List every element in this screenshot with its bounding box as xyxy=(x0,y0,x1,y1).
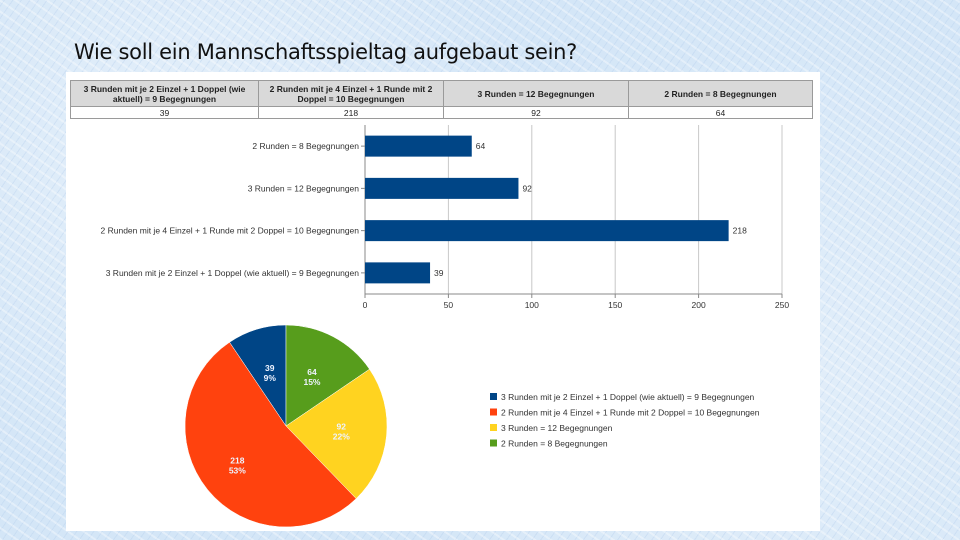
data-label: 39 xyxy=(434,268,444,278)
table-header-row: 3 Runden mit je 2 Einzel + 1 Doppel (wie… xyxy=(70,80,813,107)
pie-slice xyxy=(285,324,370,427)
legend-swatch xyxy=(490,393,497,400)
table-cell: 64 xyxy=(628,106,813,119)
table-header-cell: 2 Runden mit je 4 Einzel + 1 Runde mit 2… xyxy=(258,80,444,107)
pie-percent-label: 9% xyxy=(264,373,277,383)
category-label: 2 Runden mit je 4 Einzel + 1 Runde mit 2… xyxy=(101,226,360,236)
pie-value-label: 64 xyxy=(307,367,317,377)
category-label: 3 Runden mit je 2 Einzel + 1 Doppel (wie… xyxy=(106,268,360,278)
legend-label: 3 Runden = 12 Begegnungen xyxy=(501,423,613,433)
table-header-cell: 2 Runden = 8 Begegnungen xyxy=(628,80,813,107)
category-label: 3 Runden = 12 Begegnungen xyxy=(248,183,360,193)
pie-slice xyxy=(285,368,388,499)
legend-swatch xyxy=(490,439,497,447)
table-header-cell: 3 Runden mit je 2 Einzel + 1 Doppel (wie… xyxy=(70,80,259,107)
category-label: 2 Runden = 8 Begegnungen xyxy=(252,141,359,151)
legend-label: 3 Runden mit je 2 Einzel + 1 Doppel (wie… xyxy=(501,392,755,402)
pie-slice xyxy=(184,341,357,528)
bar xyxy=(365,135,472,157)
x-tick-label: 200 xyxy=(692,300,706,310)
table-header-cell: 3 Runden = 12 Begegnungen xyxy=(443,80,629,107)
pie-percent-label: 22% xyxy=(333,432,350,442)
data-label: 64 xyxy=(476,141,486,151)
pie-percent-label: 15% xyxy=(303,377,320,387)
bar xyxy=(365,220,729,242)
table-row: 39 218 92 64 xyxy=(70,106,813,119)
data-label: 92 xyxy=(522,183,532,193)
legend-label: 2 Runden = 8 Begegnungen xyxy=(501,439,608,449)
pie-value-label: 218 xyxy=(230,455,244,465)
summary-table: 3 Runden mit je 2 Einzel + 1 Doppel (wie… xyxy=(70,80,813,119)
pie-percent-label: 53% xyxy=(229,465,246,475)
legend-label: 2 Runden mit je 4 Einzel + 1 Runde mit 2… xyxy=(501,408,760,418)
pie-value-label: 92 xyxy=(337,422,347,432)
x-tick-label: 0 xyxy=(363,300,368,310)
x-tick-label: 150 xyxy=(608,300,622,310)
table-cell: 39 xyxy=(70,106,259,119)
legend-swatch xyxy=(490,424,497,431)
table-cell: 92 xyxy=(443,106,629,119)
bar xyxy=(365,177,519,199)
pie-value-label: 39 xyxy=(265,363,275,373)
x-tick-label: 50 xyxy=(444,300,454,310)
bar-chart: 0 50 100 150 200 250 2 Runden = 8 Begegnungen 6… xyxy=(101,125,789,310)
table-cell: 218 xyxy=(258,106,444,119)
x-tick-label: 250 xyxy=(775,300,789,310)
bar xyxy=(365,262,431,284)
x-tick-label: 100 xyxy=(525,300,539,310)
slide-title: Wie soll ein Mannschaftsspieltag aufgeba… xyxy=(74,40,578,64)
data-label: 218 xyxy=(733,226,747,236)
legend-swatch xyxy=(490,408,497,416)
chart-panel: 3 Runden mit je 2 Einzel + 1 Doppel (wie… xyxy=(66,72,820,531)
